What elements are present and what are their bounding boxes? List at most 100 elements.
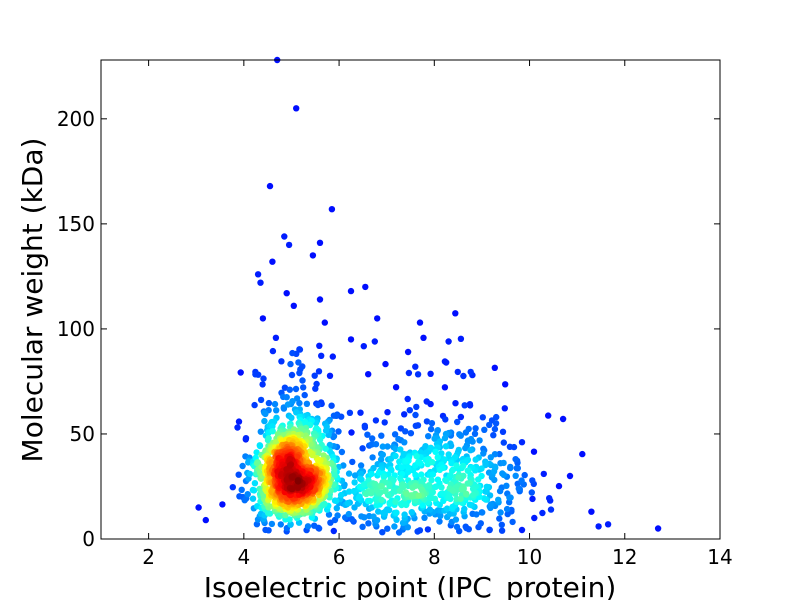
- data-point: [316, 239, 324, 246]
- data-point: [379, 443, 386, 450]
- y-axis-title: Molecular weight (kDa): [16, 138, 49, 463]
- data-point: [423, 398, 430, 405]
- data-point: [412, 422, 419, 429]
- data-point: [448, 460, 455, 467]
- data-point: [428, 420, 436, 427]
- data-point: [529, 495, 536, 503]
- data-point: [429, 459, 436, 466]
- data-point: [360, 481, 368, 488]
- data-point: [412, 411, 419, 419]
- data-point: [379, 451, 386, 458]
- data-point: [402, 428, 409, 435]
- data-point: [381, 419, 388, 426]
- data-point: [397, 446, 404, 453]
- data-point: [378, 483, 385, 490]
- data-point: [299, 377, 306, 384]
- data-point: [477, 520, 484, 527]
- data-point: [325, 511, 333, 518]
- data-point: [514, 465, 521, 472]
- data-point: [420, 334, 427, 341]
- data-point: [442, 416, 449, 423]
- data-point: [374, 315, 381, 322]
- data-point: [273, 407, 280, 414]
- data-point: [498, 527, 506, 534]
- data-point: [289, 398, 296, 405]
- data-point: [402, 458, 409, 465]
- data-point: [515, 485, 522, 492]
- x-axis-ticks: 2 4 6 8 10 12 14: [142, 60, 733, 569]
- data-point: [460, 372, 467, 380]
- data-point: [268, 520, 276, 528]
- data-point: [512, 472, 519, 479]
- data-point: [486, 526, 493, 533]
- x-tick-label: 4: [237, 545, 250, 569]
- data-point: [445, 338, 452, 345]
- data-point: [547, 506, 555, 513]
- data-point: [292, 385, 300, 393]
- data-point: [234, 424, 241, 431]
- data-point: [379, 529, 386, 536]
- data-point: [453, 462, 460, 469]
- data-point: [457, 413, 465, 421]
- data-point: [316, 436, 324, 443]
- data-point: [412, 363, 419, 370]
- data-point: [288, 473, 296, 480]
- data-point: [404, 348, 412, 356]
- data-point: [303, 400, 311, 407]
- data-point: [579, 450, 586, 458]
- data-point: [311, 522, 318, 529]
- data-point: [404, 524, 411, 531]
- data-point: [360, 343, 367, 350]
- data-point: [287, 360, 294, 368]
- data-point: [466, 401, 474, 408]
- data-point: [559, 415, 567, 423]
- data-point: [272, 334, 280, 341]
- data-point: [202, 516, 209, 524]
- data-point: [416, 527, 424, 534]
- data-point: [333, 497, 340, 505]
- data-point: [335, 428, 342, 435]
- data-point: [540, 470, 547, 478]
- data-point: [467, 368, 474, 376]
- data-point: [259, 315, 267, 322]
- data-point: [254, 271, 262, 278]
- data-point: [412, 471, 419, 479]
- data-point: [512, 456, 519, 463]
- data-point: [481, 495, 488, 502]
- data-point: [366, 497, 374, 505]
- data-point: [441, 434, 449, 442]
- data-point: [428, 477, 435, 484]
- plot-frame: [100, 59, 721, 540]
- data-point: [434, 454, 441, 461]
- data-point: [264, 509, 272, 517]
- data-point: [427, 444, 434, 451]
- data-point: [452, 400, 459, 407]
- data-point: [406, 407, 413, 414]
- data-point: [491, 425, 499, 433]
- data-point: [414, 371, 422, 378]
- data-point: [265, 399, 273, 407]
- data-point: [286, 386, 293, 393]
- data-point: [326, 372, 334, 379]
- data-point: [359, 445, 366, 452]
- data-point: [437, 512, 444, 519]
- data-point: [427, 370, 434, 377]
- data-point: [530, 448, 538, 455]
- data-point: [421, 514, 428, 521]
- data-point: [357, 462, 365, 469]
- data-point: [545, 412, 552, 419]
- data-point: [497, 509, 504, 516]
- data-point: [423, 418, 431, 425]
- data-point: [465, 526, 472, 533]
- data-point: [413, 403, 420, 411]
- data-point: [407, 430, 415, 437]
- data-point: [588, 508, 595, 515]
- data-point: [431, 495, 439, 502]
- data-point: [492, 420, 500, 427]
- data-point: [290, 302, 297, 309]
- data-point: [392, 498, 399, 505]
- data-point: [441, 384, 449, 391]
- data-point: [503, 505, 511, 513]
- data-point: [476, 437, 483, 444]
- data-point: [288, 414, 295, 421]
